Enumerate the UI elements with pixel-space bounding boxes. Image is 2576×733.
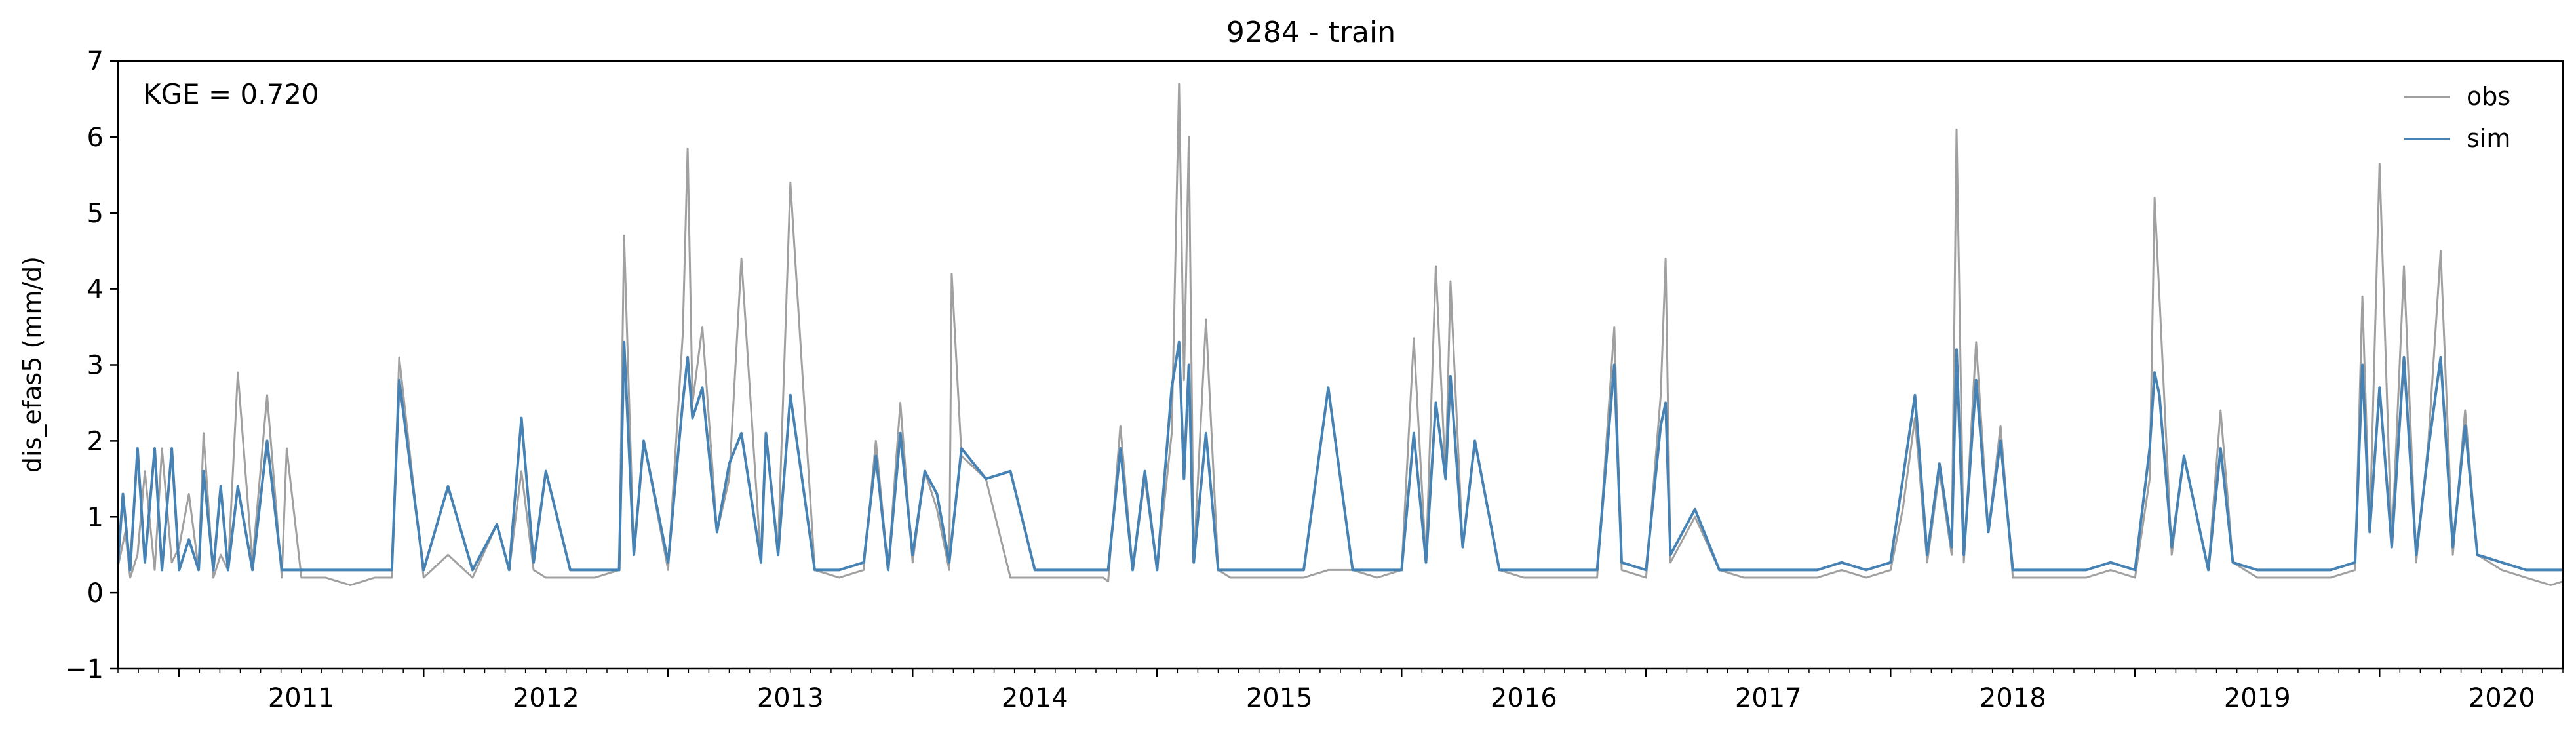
y-tick-label: −1 <box>65 654 104 684</box>
x-tick-label: 2020 <box>2469 683 2535 713</box>
series-line-sim <box>117 340 2563 572</box>
legend: obs sim <box>2404 82 2510 153</box>
x-tick-label: 2011 <box>268 683 335 713</box>
y-axis-label: dis_efas5 (mm/d) <box>18 256 47 473</box>
x-tick-label: 2019 <box>2224 683 2291 713</box>
x-tick-label: 2013 <box>757 683 824 713</box>
legend-label-obs: obs <box>2467 82 2510 111</box>
series-line-obs <box>117 83 2564 586</box>
y-tick-label: 3 <box>87 351 104 381</box>
x-tick-label: 2017 <box>1735 683 1802 713</box>
x-tick-label: 2012 <box>513 683 579 713</box>
x-tick-label: 2016 <box>1491 683 1557 713</box>
x-tick-label: 2018 <box>1980 683 2046 713</box>
series-layer <box>117 83 2564 586</box>
y-tick-label: 7 <box>87 47 104 77</box>
x-tick-label: 2015 <box>1246 683 1313 713</box>
y-tick-label: 2 <box>87 426 104 456</box>
plot-frame <box>117 60 2564 670</box>
y-tick-label: 5 <box>87 199 104 229</box>
x-tick-label: 2014 <box>1002 683 1068 713</box>
chart-title: 9284 - train <box>1226 16 1395 49</box>
legend-label-sim: sim <box>2467 124 2510 153</box>
y-tick-label: 4 <box>87 275 104 305</box>
y-tick-label: 1 <box>87 502 104 532</box>
y-tick-label: 6 <box>87 123 104 153</box>
y-tick-label: 0 <box>87 578 104 608</box>
axes-layer: −1 0 1 2 3 4 5 6 7 2011 2012 2013 2014 2015 2016 2017 20… <box>65 47 2564 713</box>
kge-annotation: KGE = 0.720 <box>143 78 319 110</box>
